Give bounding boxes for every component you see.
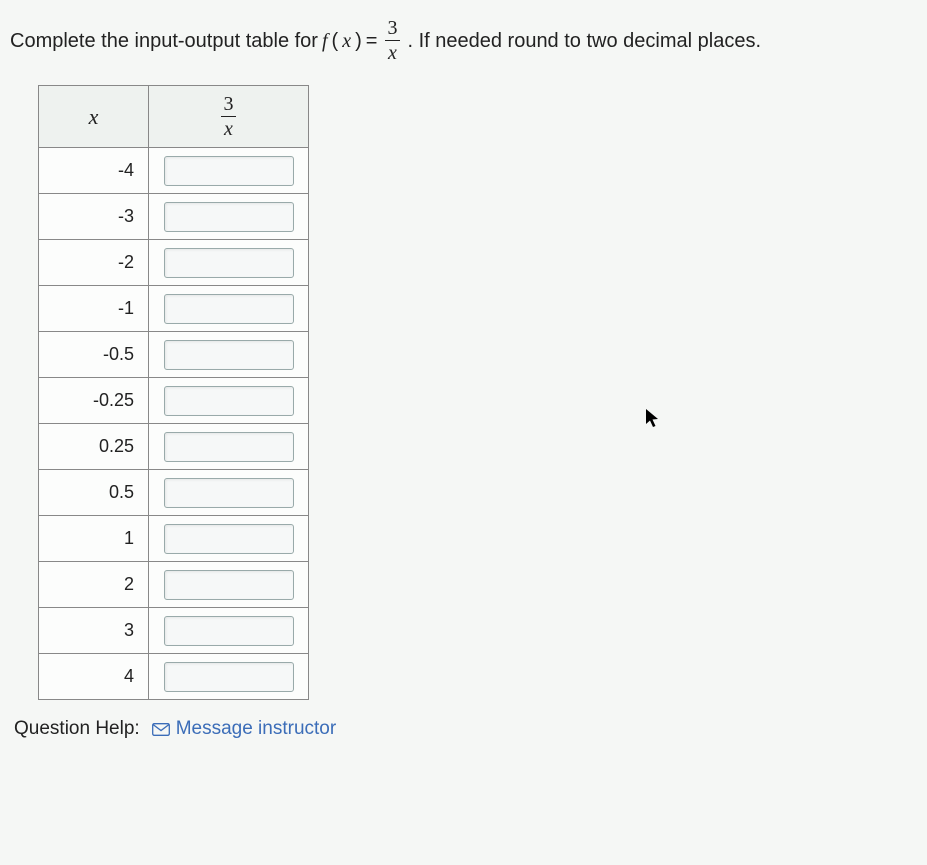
x-value-cell: 1: [39, 516, 149, 562]
question-prompt: Complete the input-output table for f(x)…: [10, 18, 915, 63]
answer-input[interactable]: [164, 386, 294, 416]
question-help-label: Question Help:: [14, 718, 140, 740]
x-value-cell: -3: [39, 194, 149, 240]
fraction-denominator: x: [385, 40, 400, 63]
answer-input[interactable]: [164, 156, 294, 186]
answer-cell: [149, 332, 309, 378]
fraction-numerator: 3: [384, 18, 400, 40]
table-row: 4: [39, 654, 309, 700]
x-value-cell: 4: [39, 654, 149, 700]
paren-open: (: [332, 23, 339, 59]
table-row: -0.5: [39, 332, 309, 378]
answer-cell: [149, 654, 309, 700]
answer-cell: [149, 194, 309, 240]
input-output-table: x 3 x -4-3-2-1-0.5-0.250.250.51234: [38, 85, 309, 700]
answer-cell: [149, 516, 309, 562]
answer-input[interactable]: [164, 294, 294, 324]
answer-input[interactable]: [164, 478, 294, 508]
message-instructor-link[interactable]: Message instructor: [152, 718, 337, 740]
answer-input[interactable]: [164, 662, 294, 692]
x-value-cell: 3: [39, 608, 149, 654]
answer-input[interactable]: [164, 616, 294, 646]
x-value-cell: 0.25: [39, 424, 149, 470]
x-value-cell: -4: [39, 148, 149, 194]
answer-cell: [149, 240, 309, 286]
table-row: 0.25: [39, 424, 309, 470]
answer-cell: [149, 378, 309, 424]
answer-input[interactable]: [164, 570, 294, 600]
table-row: 0.5: [39, 470, 309, 516]
table-row: 1: [39, 516, 309, 562]
answer-input[interactable]: [164, 248, 294, 278]
answer-input[interactable]: [164, 202, 294, 232]
table-row: -0.25: [39, 378, 309, 424]
paren-close: ): [355, 23, 362, 59]
answer-cell: [149, 562, 309, 608]
answer-input[interactable]: [164, 432, 294, 462]
table-row: -4: [39, 148, 309, 194]
table-row: 2: [39, 562, 309, 608]
answer-cell: [149, 286, 309, 332]
fraction-3-over-x: 3 x: [384, 18, 400, 63]
answer-cell: [149, 470, 309, 516]
question-help-row: Question Help: Message instructor: [14, 718, 915, 740]
x-value-cell: 2: [39, 562, 149, 608]
answer-cell: [149, 424, 309, 470]
column-header-fx: 3 x: [149, 86, 309, 148]
x-value-cell: -0.25: [39, 378, 149, 424]
answer-cell: [149, 148, 309, 194]
x-value-cell: -2: [39, 240, 149, 286]
answer-input[interactable]: [164, 524, 294, 554]
header-frac-num: 3: [221, 94, 237, 116]
table-row: -3: [39, 194, 309, 240]
x-value-cell: 0.5: [39, 470, 149, 516]
x-value-cell: -0.5: [39, 332, 149, 378]
answer-cell: [149, 608, 309, 654]
function-arg: x: [342, 23, 351, 59]
equals-sign: =: [366, 23, 378, 59]
function-f: f: [322, 23, 328, 59]
x-value-cell: -1: [39, 286, 149, 332]
prompt-after: . If needed round to two decimal places.: [407, 23, 761, 59]
message-instructor-text: Message instructor: [176, 718, 337, 740]
prompt-before: Complete the input-output table for: [10, 23, 318, 59]
table-row: -2: [39, 240, 309, 286]
envelope-icon: [152, 723, 170, 736]
table-row: -1: [39, 286, 309, 332]
header-frac-den: x: [221, 116, 236, 139]
answer-input[interactable]: [164, 340, 294, 370]
table-row: 3: [39, 608, 309, 654]
column-header-x: x: [39, 86, 149, 148]
